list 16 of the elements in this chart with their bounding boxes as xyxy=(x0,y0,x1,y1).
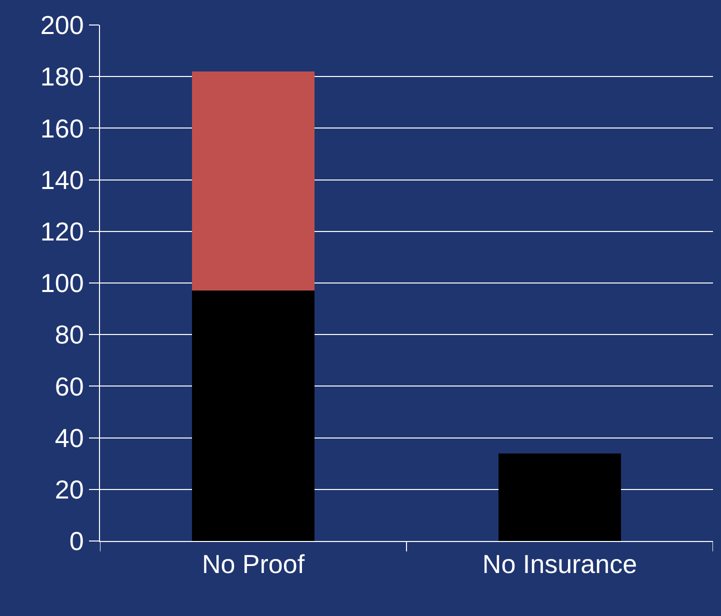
y-tick-label: 200 xyxy=(40,10,84,40)
y-tick-label: 100 xyxy=(40,268,84,298)
x-tick-label: No Insurance xyxy=(482,549,638,580)
y-tick-label: 0 xyxy=(69,526,84,556)
bar xyxy=(192,71,315,291)
y-tick-label: 180 xyxy=(40,62,84,92)
y-tick-label: 160 xyxy=(40,113,84,144)
y-tick-label: 80 xyxy=(54,320,84,350)
bar xyxy=(192,290,315,541)
bar xyxy=(498,453,622,541)
y-tick-label: 40 xyxy=(54,422,84,453)
y-tick-label: 60 xyxy=(54,371,84,402)
y-tick-label: 20 xyxy=(54,474,84,504)
y-tick-label: 120 xyxy=(40,216,84,246)
x-tick-label: No Proof xyxy=(202,549,306,580)
y-tick-label: 140 xyxy=(40,164,84,195)
